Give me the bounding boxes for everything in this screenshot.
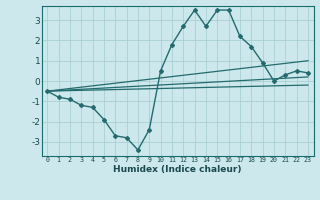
X-axis label: Humidex (Indice chaleur): Humidex (Indice chaleur) (113, 165, 242, 174)
